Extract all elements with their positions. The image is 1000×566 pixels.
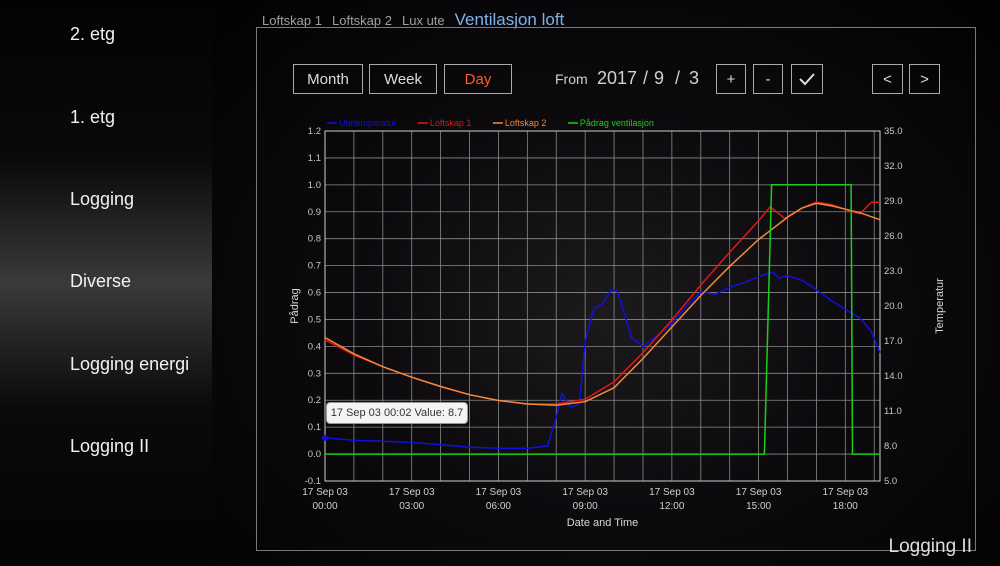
confirm-button[interactable] [791, 64, 823, 94]
tooltip: 17 Sep 03 00:02 Value: 8.7 [326, 402, 468, 424]
date-separator: / [643, 68, 649, 88]
sidebar-item-logging-energi[interactable]: Logging energi [70, 354, 190, 374]
tab-lux-ute[interactable]: Lux ute [402, 13, 445, 28]
checkmark-icon [799, 73, 815, 86]
tab-loftskap-2[interactable]: Loftskap 2 [332, 13, 392, 28]
from-label: From [555, 71, 588, 87]
year-value[interactable]: 2017 [597, 68, 638, 88]
sidebar: 2. etg 1. etg Logging Diverse Logging en… [0, 0, 212, 566]
month-button[interactable]: Month [293, 64, 363, 94]
week-button[interactable]: Week [369, 64, 437, 94]
tab-loftskap-1[interactable]: Loftskap 1 [262, 13, 322, 28]
chart-panel [256, 27, 976, 551]
increment-button[interactable]: + [716, 64, 746, 94]
prev-button[interactable]: < [872, 64, 903, 94]
sidebar-item-1-etg[interactable]: 1. etg [70, 107, 116, 127]
day-value[interactable]: 3 [689, 68, 700, 88]
sidebar-item-2-etg[interactable]: 2. etg [70, 24, 116, 44]
tab-ventilasjon-loft[interactable]: Ventilasjon loft [454, 10, 565, 29]
tab-bar: Loftskap 1 Loftskap 2 Lux ute Ventilasjo… [262, 10, 564, 30]
date-separator: / [675, 68, 681, 88]
next-button[interactable]: > [909, 64, 940, 94]
sidebar-item-diverse[interactable]: Diverse [70, 271, 132, 291]
sidebar-item-logging-ii[interactable]: Logging II [70, 436, 150, 456]
day-button[interactable]: Day [444, 64, 512, 94]
sidebar-item-logging[interactable]: Logging [70, 189, 135, 209]
month-value[interactable]: 9 [654, 68, 665, 88]
decrement-button[interactable]: - [753, 64, 783, 94]
page-title: Logging II [888, 536, 972, 557]
